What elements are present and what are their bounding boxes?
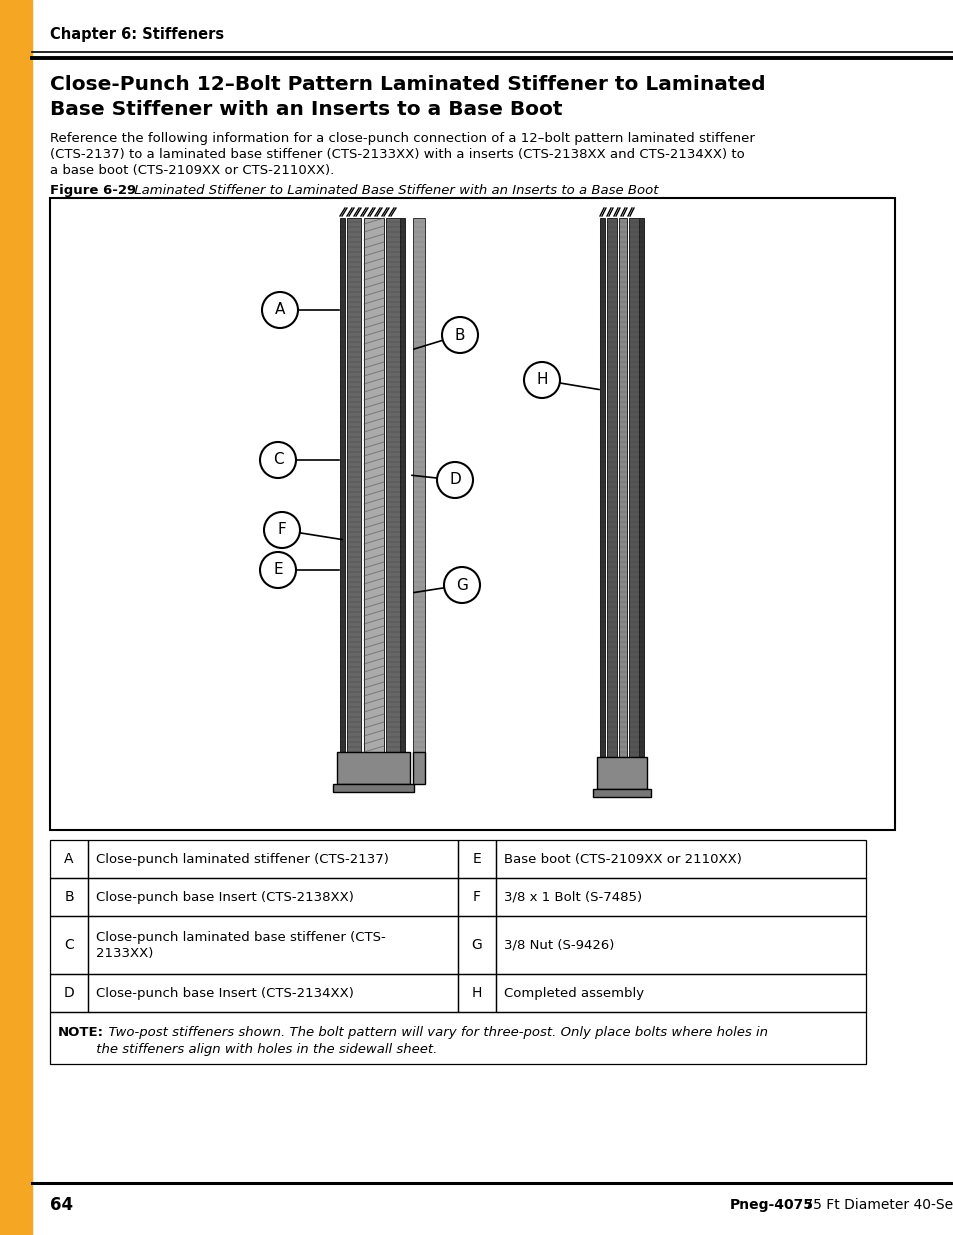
Text: F: F <box>473 890 480 904</box>
Bar <box>364 219 384 752</box>
Bar <box>457 840 496 878</box>
Circle shape <box>443 567 479 603</box>
Bar <box>457 916 496 974</box>
Bar <box>50 198 894 830</box>
Text: C: C <box>64 939 73 952</box>
Text: Reference the following information for a close-punch connection of a 12–bolt pa: Reference the following information for … <box>50 132 754 144</box>
Text: Close-punch laminated stiffener (CTS-2137): Close-punch laminated stiffener (CTS-213… <box>96 852 389 866</box>
Bar <box>496 974 865 1011</box>
Bar <box>457 974 496 1011</box>
Circle shape <box>264 513 299 548</box>
Bar <box>496 916 865 974</box>
Text: Base boot (CTS-2109XX or 2110XX): Base boot (CTS-2109XX or 2110XX) <box>503 852 741 866</box>
Text: Pneg-4075: Pneg-4075 <box>729 1198 813 1212</box>
Bar <box>333 784 414 792</box>
Bar <box>50 840 88 878</box>
Bar <box>50 1011 865 1065</box>
Bar <box>618 219 626 757</box>
Bar <box>593 789 650 797</box>
Text: (CTS-2137) to a laminated base stiffener (CTS-2133XX) with a inserts (CTS-2138XX: (CTS-2137) to a laminated base stiffener… <box>50 148 744 161</box>
Bar <box>88 878 457 916</box>
Bar <box>50 878 88 916</box>
Text: Figure 6-29: Figure 6-29 <box>50 184 136 198</box>
Bar <box>413 219 424 752</box>
Bar <box>413 752 424 784</box>
Text: Close-punch base Insert (CTS-2134XX): Close-punch base Insert (CTS-2134XX) <box>96 987 354 999</box>
Circle shape <box>436 462 473 498</box>
Circle shape <box>262 291 297 329</box>
Text: H: H <box>536 373 547 388</box>
Bar <box>0 0 32 1235</box>
Text: H: H <box>472 986 481 1000</box>
Text: 64: 64 <box>50 1195 73 1214</box>
Text: the stiffeners align with holes in the sidewall sheet.: the stiffeners align with holes in the s… <box>58 1044 436 1056</box>
Text: Completed assembly: Completed assembly <box>503 987 643 999</box>
Bar <box>50 974 88 1011</box>
Bar <box>386 219 399 752</box>
Bar <box>628 219 639 757</box>
Text: 3/8 x 1 Bolt (S-7485): 3/8 x 1 Bolt (S-7485) <box>503 890 641 904</box>
Bar <box>88 840 457 878</box>
Text: G: G <box>471 939 482 952</box>
Text: E: E <box>273 562 282 578</box>
Circle shape <box>260 442 295 478</box>
Circle shape <box>523 362 559 398</box>
Text: Close-punch base Insert (CTS-2138XX): Close-punch base Insert (CTS-2138XX) <box>96 890 354 904</box>
Text: F: F <box>277 522 286 537</box>
Text: 75 Ft Diameter 40-Series Bin: 75 Ft Diameter 40-Series Bin <box>800 1198 953 1212</box>
Bar <box>88 974 457 1011</box>
Circle shape <box>260 552 295 588</box>
Bar <box>457 878 496 916</box>
Text: a base boot (CTS-2109XX or CTS-2110XX).: a base boot (CTS-2109XX or CTS-2110XX). <box>50 164 334 177</box>
Text: Close-Punch 12–Bolt Pattern Laminated Stiffener to Laminated: Close-Punch 12–Bolt Pattern Laminated St… <box>50 75 765 94</box>
Text: 3/8 Nut (S-9426): 3/8 Nut (S-9426) <box>503 939 614 951</box>
Bar <box>599 219 604 757</box>
Text: G: G <box>456 578 468 593</box>
Bar <box>50 916 88 974</box>
Bar <box>347 219 360 752</box>
Text: Chapter 6: Stiffeners: Chapter 6: Stiffeners <box>50 26 224 42</box>
Text: E: E <box>472 852 481 866</box>
Bar <box>639 219 643 757</box>
Text: D: D <box>449 473 460 488</box>
Text: C: C <box>273 452 283 468</box>
Bar <box>496 878 865 916</box>
Text: Base Stiffener with an Inserts to a Base Boot: Base Stiffener with an Inserts to a Base… <box>50 100 562 119</box>
Bar <box>339 219 345 752</box>
Text: A: A <box>274 303 285 317</box>
Text: Laminated Stiffener to Laminated Base Stiffener with an Inserts to a Base Boot: Laminated Stiffener to Laminated Base St… <box>130 184 658 198</box>
Text: A: A <box>64 852 73 866</box>
Text: B: B <box>64 890 73 904</box>
Circle shape <box>441 317 477 353</box>
Bar <box>88 916 457 974</box>
Bar <box>399 219 405 752</box>
Text: D: D <box>64 986 74 1000</box>
Bar <box>496 840 865 878</box>
Text: 2133XX): 2133XX) <box>96 947 153 961</box>
Text: NOTE:: NOTE: <box>58 1026 104 1039</box>
Text: Two-post stiffeners shown. The bolt pattern will vary for three-post. Only place: Two-post stiffeners shown. The bolt patt… <box>100 1026 767 1039</box>
Bar <box>597 757 646 789</box>
Text: Close-punch laminated base stiffener (CTS-: Close-punch laminated base stiffener (CT… <box>96 930 385 944</box>
Text: B: B <box>455 327 465 342</box>
Bar <box>336 752 410 784</box>
Bar <box>606 219 617 757</box>
